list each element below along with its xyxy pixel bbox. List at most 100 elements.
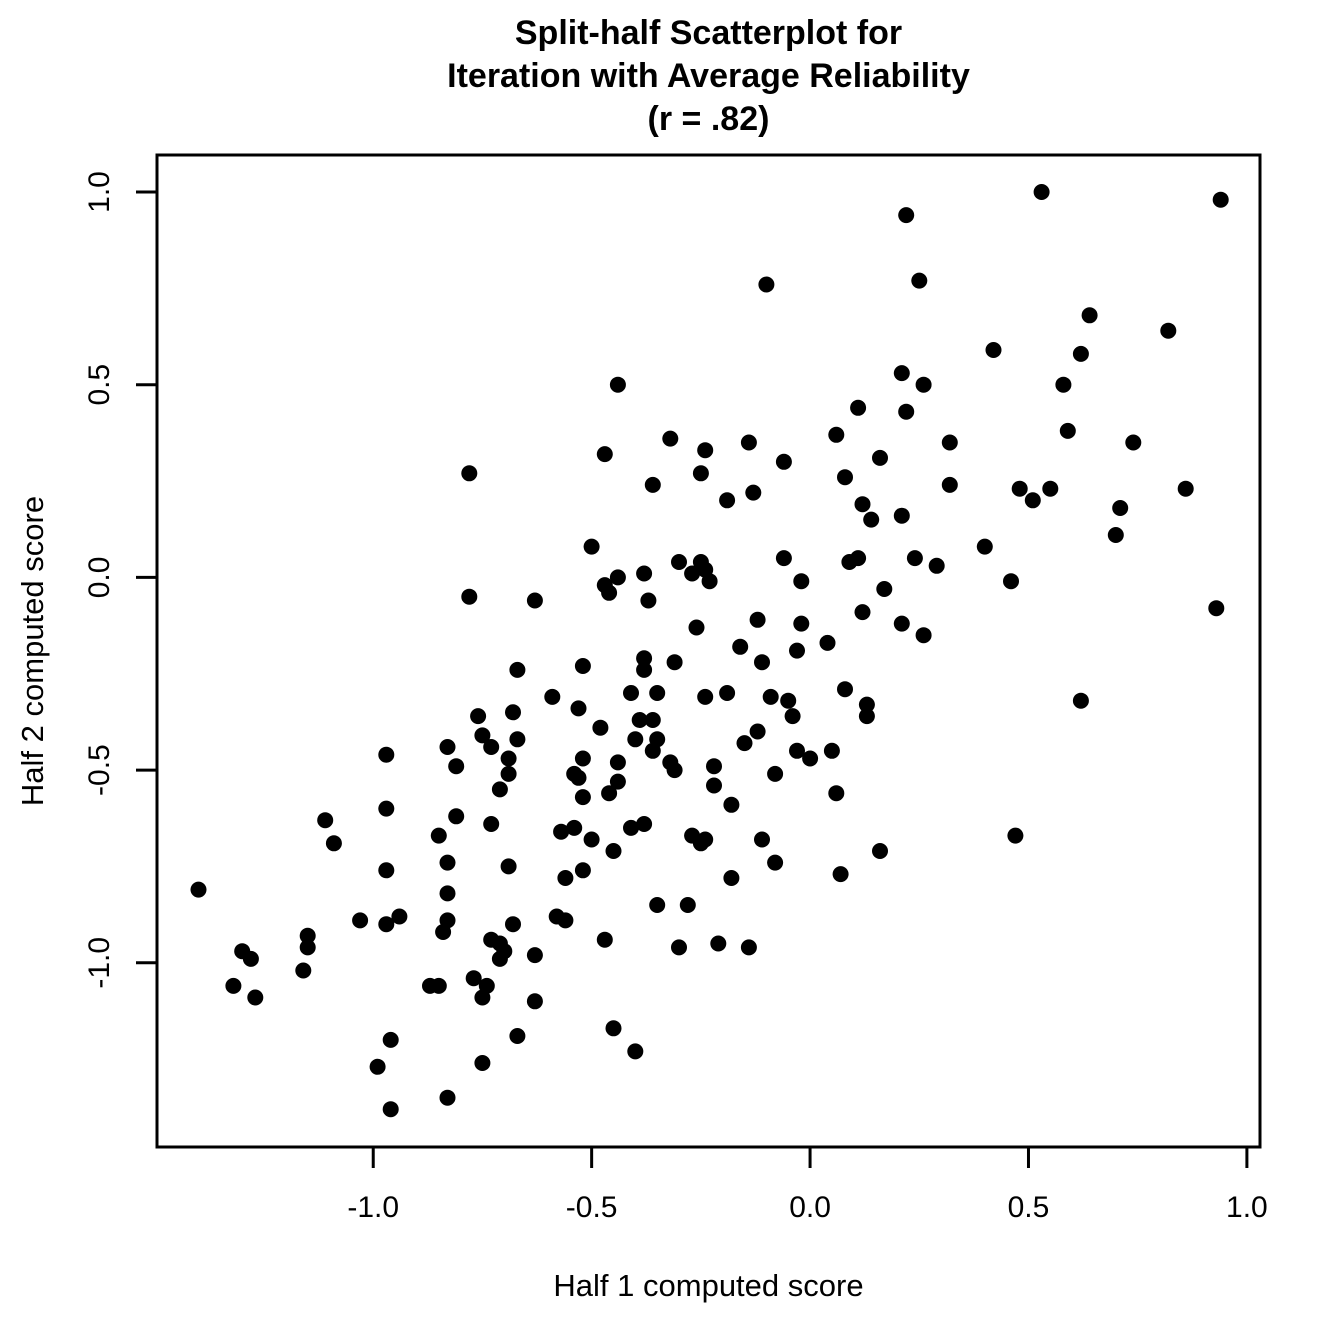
- data-point: [505, 916, 521, 933]
- chart-title-line-3: (r = .82): [647, 100, 770, 138]
- data-point: [858, 708, 875, 725]
- data-point: [491, 950, 508, 967]
- data-point: [1059, 422, 1076, 439]
- data-point: [723, 870, 740, 886]
- data-point: [609, 569, 626, 586]
- data-point: [854, 604, 871, 621]
- data-point: [461, 465, 478, 482]
- data-point: [719, 685, 736, 701]
- data-point: [819, 634, 836, 651]
- data-point: [526, 993, 543, 1010]
- data-point: [684, 565, 701, 582]
- data-point: [1177, 480, 1194, 497]
- data-point: [609, 754, 626, 771]
- data-point: [574, 862, 591, 879]
- y-tick-label: -1.0: [83, 937, 116, 989]
- data-point: [325, 835, 342, 852]
- data-point: [697, 688, 714, 705]
- data-point: [858, 696, 875, 713]
- data-point: [500, 750, 517, 767]
- data-point: [898, 403, 915, 420]
- data-point: [666, 762, 683, 779]
- data-point: [671, 554, 687, 570]
- data-point: [732, 638, 749, 655]
- data-point: [1160, 322, 1177, 339]
- data-point: [706, 758, 722, 775]
- data-point: [605, 1020, 622, 1037]
- data-point: [736, 735, 753, 752]
- data-point: [915, 376, 932, 393]
- data-point: [483, 816, 500, 832]
- data-point: [1033, 184, 1050, 200]
- data-point: [190, 881, 207, 898]
- data-point: [470, 708, 487, 725]
- data-point: [299, 939, 316, 956]
- data-point: [378, 800, 395, 817]
- data-point: [247, 989, 264, 1006]
- data-point: [1011, 480, 1028, 497]
- data-point: [378, 862, 395, 879]
- data-point: [941, 476, 958, 493]
- data-point: [898, 207, 915, 224]
- data-point: [474, 989, 491, 1006]
- data-point: [941, 434, 958, 451]
- data-point: [754, 831, 770, 848]
- data-point: [623, 685, 639, 701]
- data-point: [1042, 480, 1059, 497]
- data-point: [505, 704, 521, 721]
- data-point: [872, 449, 888, 466]
- data-point: [828, 785, 845, 802]
- data-point: [574, 658, 591, 674]
- data-point: [631, 712, 648, 728]
- data-point: [557, 870, 574, 886]
- data-point: [793, 615, 810, 632]
- x-axis-label: Half 1 computed score: [553, 1268, 864, 1303]
- x-tick-label: 0.5: [1008, 1191, 1050, 1224]
- data-point: [448, 808, 465, 825]
- data-point: [775, 550, 792, 567]
- data-point: [570, 769, 587, 786]
- data-point: [636, 565, 653, 582]
- data-point: [679, 897, 696, 913]
- data-point: [1125, 434, 1142, 451]
- data-point: [225, 977, 242, 994]
- data-point: [465, 970, 482, 987]
- data-point: [553, 823, 570, 840]
- chart-title-line-2: Iteration with Average Reliability: [447, 57, 970, 95]
- data-point: [500, 765, 517, 782]
- data-point: [688, 619, 705, 636]
- data-point: [745, 484, 762, 501]
- data-point: [767, 765, 784, 782]
- data-point: [644, 742, 661, 759]
- data-point: [749, 611, 766, 628]
- y-tick-label: 1.0: [83, 171, 116, 213]
- data-point: [1024, 492, 1041, 509]
- data-point: [863, 511, 880, 528]
- plot-border: [155, 153, 1262, 1149]
- data-point: [609, 773, 626, 790]
- data-point: [295, 962, 312, 979]
- data-point: [915, 627, 932, 644]
- data-point: [636, 661, 653, 678]
- chart-title-line-1: Split-half Scatterplot for: [514, 14, 903, 52]
- data-point: [1055, 376, 1072, 393]
- data-point: [430, 977, 447, 994]
- data-point: [928, 557, 945, 574]
- data-point: [1081, 307, 1098, 324]
- data-point: [740, 434, 757, 451]
- data-point: [1072, 345, 1089, 362]
- data-point: [435, 924, 452, 940]
- data-point: [605, 843, 622, 859]
- data-point: [837, 681, 853, 698]
- y-tick-label: 0.5: [83, 364, 116, 406]
- data-point: [627, 731, 644, 748]
- data-point: [640, 592, 657, 609]
- data-point: [893, 615, 910, 632]
- data-point: [378, 916, 395, 933]
- data-point: [317, 812, 334, 829]
- data-point: [583, 831, 600, 848]
- data-point: [754, 654, 770, 671]
- data-point: [623, 819, 639, 836]
